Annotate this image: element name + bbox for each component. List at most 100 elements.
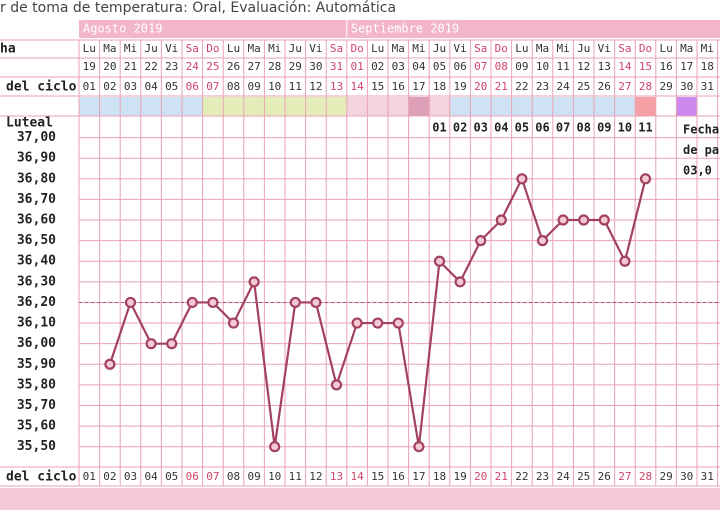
cycle-day: 03 (124, 470, 137, 483)
cycle-day: 01 (83, 80, 96, 93)
weekday: Ma (247, 42, 260, 55)
weekday: Ju (289, 42, 302, 55)
temperature-point (351, 317, 363, 329)
luteal-day: 03 (473, 121, 487, 135)
weekday: Vi (165, 42, 178, 55)
weekday: Vi (453, 42, 466, 55)
y-tick-label: 36,90 (17, 151, 56, 166)
cycle-day: 23 (536, 470, 549, 483)
phase-cell (552, 97, 574, 116)
date: 12 (577, 60, 590, 73)
cycle-day: 29 (659, 470, 672, 483)
luteal-day: 02 (453, 121, 467, 135)
weekday: Ma (392, 42, 405, 55)
cycle-day: 14 (350, 470, 364, 483)
cycle-day: 26 (598, 80, 611, 93)
phase-cell (491, 97, 512, 116)
cycle-day: 17 (412, 80, 425, 93)
cycle-day: 16 (392, 80, 405, 93)
weekday: Mi (268, 42, 281, 55)
luteal-day: 10 (618, 121, 632, 135)
weekday: Sa (330, 42, 343, 55)
cycle-day: 08 (227, 80, 240, 93)
temperature-point (330, 379, 343, 391)
date: 18 (701, 60, 714, 73)
luteal-day: 06 (535, 121, 549, 135)
weekday: Lu (83, 42, 96, 55)
cycle-day: 02 (103, 470, 116, 483)
date: 04 (412, 60, 426, 73)
temperature-point (104, 358, 116, 370)
cycle-day: 06 (186, 80, 199, 93)
y-tick-label: 35,80 (17, 377, 56, 392)
cycle-day: 26 (598, 470, 611, 483)
cycle-day: 09 (247, 470, 260, 483)
y-tick-label: 35,50 (17, 439, 56, 454)
date: 08 (495, 60, 508, 73)
cycle-day: 19 (453, 80, 466, 93)
luteal-day: 04 (494, 121, 508, 135)
cycle-day: 25 (577, 470, 590, 483)
weekday: Ma (103, 42, 116, 55)
temperature-point (639, 173, 652, 185)
cycle-day: 11 (289, 80, 302, 93)
temperature-point (248, 276, 260, 288)
date: 13 (598, 60, 611, 73)
cycle-day: 28 (639, 470, 652, 483)
cycle-day: 17 (412, 470, 425, 483)
phase-cell (243, 97, 265, 116)
temperature-point (124, 296, 137, 309)
temperature-point (207, 296, 219, 309)
temperature-point (475, 235, 487, 247)
weekday: Mi (412, 42, 425, 55)
cycle-day: 18 (433, 470, 446, 483)
weekday: Ma (536, 42, 549, 55)
luteal-day: 11 (638, 121, 652, 135)
temperature-point (557, 214, 569, 226)
phase-cell (676, 97, 697, 116)
cycle-day: 30 (680, 470, 693, 483)
cycle-day: 18 (433, 80, 446, 93)
row-label: del ciclo (6, 80, 77, 95)
y-tick-label: 36,20 (17, 295, 56, 310)
phase-cell (367, 97, 388, 116)
cycle-day: 20 (474, 80, 487, 93)
date: 27 (247, 60, 260, 73)
luteal-day: 08 (576, 121, 590, 135)
weekday: Do (639, 42, 652, 55)
cycle-day: 24 (556, 80, 570, 93)
cycle-day: 05 (165, 80, 178, 93)
y-tick-label: 36,60 (17, 213, 56, 228)
phase-cell (635, 97, 656, 116)
cycle-day: 14 (350, 80, 364, 93)
date: 26 (227, 60, 240, 73)
y-tick-label: 36,70 (17, 192, 56, 207)
caption: r de toma de temperatura: Oral, Evaluaci… (0, 0, 396, 16)
cycle-day: 28 (639, 80, 652, 93)
cycle-day: 12 (309, 470, 322, 483)
phase-cell (388, 97, 409, 116)
date: 09 (515, 60, 528, 73)
phase-cell (120, 97, 141, 116)
phase-cell (99, 97, 121, 116)
weekday: Lu (515, 42, 528, 55)
cycle-day: 21 (495, 80, 508, 93)
temperature-point (166, 338, 178, 350)
y-tick-label: 35,60 (17, 419, 56, 434)
cycle-day: 03 (124, 80, 137, 93)
phase-cell (182, 97, 203, 116)
month-label: Agosto 2019 (83, 22, 162, 36)
cycle-day: 25 (577, 80, 590, 93)
phase-cell (511, 97, 533, 116)
weekday: Lu (227, 42, 240, 55)
temperature-point (269, 441, 281, 453)
weekday: Sa (474, 42, 487, 55)
weekday: Lu (659, 42, 672, 55)
y-tick-label: 36,00 (17, 336, 56, 351)
weekday: Do (206, 42, 219, 55)
cycle-day: 27 (618, 80, 631, 93)
cycle-day: 11 (289, 470, 302, 483)
y-tick-label: 36,40 (17, 254, 56, 269)
y-tick-label: 36,30 (17, 274, 56, 289)
weekday: Do (495, 42, 508, 55)
